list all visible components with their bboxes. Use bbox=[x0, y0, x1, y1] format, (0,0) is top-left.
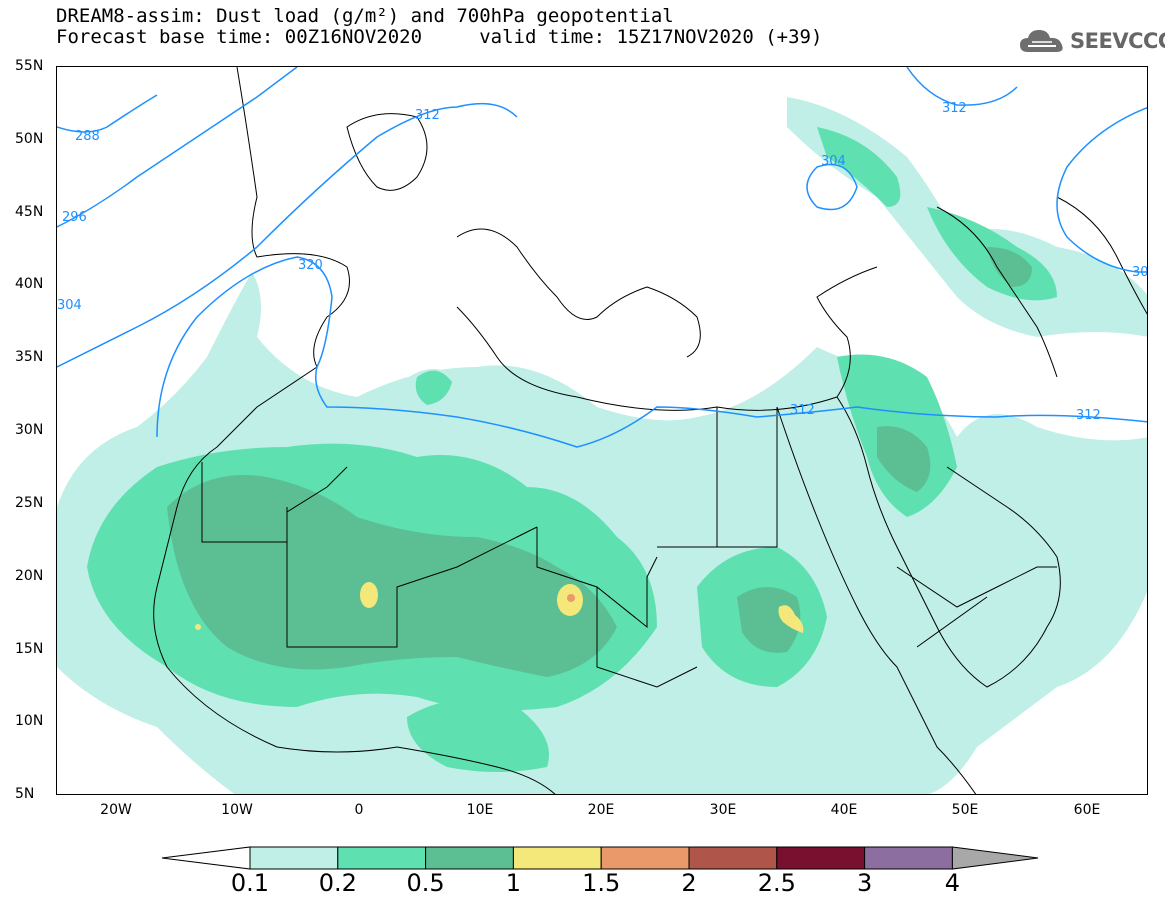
colorbar-box-1 bbox=[337, 846, 427, 870]
forecast-time-line: Forecast base time: 00Z16NOV2020 valid t… bbox=[56, 26, 823, 48]
lat-label-55n: 55N bbox=[15, 58, 44, 74]
contour-label-320: 320 bbox=[298, 258, 323, 273]
contour-labels: 288 296 304 320 312 312 304 312 312 30 bbox=[57, 101, 1148, 423]
colorbar-box-0 bbox=[249, 846, 339, 870]
colorbar-box-4 bbox=[600, 846, 690, 870]
contour-label-312-b: 312 bbox=[942, 101, 967, 116]
contour-label-288: 288 bbox=[75, 129, 100, 144]
colorbar bbox=[161, 846, 1039, 870]
seevccc-logo: SEEVCCC bbox=[1018, 24, 1165, 58]
geopotential-contours bbox=[57, 67, 1147, 448]
colorbar-label-0: 0.1 bbox=[230, 869, 270, 897]
colorbar-label-4: 1.5 bbox=[582, 869, 621, 897]
coastlines bbox=[153, 67, 1147, 794]
lon-label-0: 0 bbox=[354, 802, 364, 818]
lon-label-20e: 20E bbox=[587, 802, 615, 818]
colorbar-box-7 bbox=[864, 846, 953, 870]
lon-label-50e: 50E bbox=[951, 802, 979, 818]
colorbar-label-7: 3 bbox=[856, 869, 873, 897]
colorbar-label-6: 2.5 bbox=[757, 869, 796, 897]
colorbar-label-1: 0.2 bbox=[318, 869, 357, 897]
lat-label-10n: 10N bbox=[15, 713, 44, 729]
colorbar-box-3 bbox=[512, 846, 602, 870]
colorbar-boxes bbox=[161, 846, 1039, 870]
map-canvas: 288 296 304 320 312 312 304 312 312 30 bbox=[57, 67, 1148, 794]
lat-label-5n: 5N bbox=[15, 786, 35, 802]
cloud-icon bbox=[1020, 30, 1063, 52]
lon-label-10w: 10W bbox=[221, 802, 253, 818]
contour-label-312-a: 312 bbox=[415, 108, 440, 123]
colorbar-box-2 bbox=[425, 846, 514, 870]
lat-label-50n: 50N bbox=[15, 131, 44, 147]
colorbar-over-triangle bbox=[951, 846, 1039, 870]
lat-label-20n: 20N bbox=[15, 568, 44, 584]
lat-label-15n: 15N bbox=[15, 641, 44, 657]
colorbar-label-2: 0.5 bbox=[406, 869, 445, 897]
contour-label-30: 30 bbox=[1132, 265, 1148, 280]
lon-label-40e: 40E bbox=[830, 802, 858, 818]
lat-label-35n: 35N bbox=[15, 349, 44, 365]
lon-label-30e: 30E bbox=[709, 802, 737, 818]
logo-text: SEEVCCC bbox=[1070, 29, 1165, 53]
colorbar-label-3: 1 bbox=[505, 869, 522, 897]
contour-label-312-d: 312 bbox=[1076, 408, 1101, 423]
dust-level-1-5 bbox=[567, 594, 575, 602]
lon-label-60e: 60E bbox=[1073, 802, 1101, 818]
colorbar-label-5: 2 bbox=[681, 869, 697, 897]
contour-label-304-b: 304 bbox=[821, 154, 846, 169]
contour-label-296: 296 bbox=[62, 210, 87, 225]
colorbar-box-6 bbox=[776, 846, 866, 870]
dust-load-map: 288 296 304 320 312 312 304 312 312 30 bbox=[56, 66, 1148, 795]
colorbar-under-triangle bbox=[161, 846, 251, 870]
map-title: DREAM8-assim: Dust load (g/m²) and 700hP… bbox=[56, 5, 674, 27]
lat-label-30n: 30N bbox=[15, 422, 44, 438]
colorbar-label-8: 4 bbox=[944, 869, 961, 897]
contour-label-304: 304 bbox=[57, 298, 82, 313]
contour-label-312-c: 312 bbox=[790, 403, 815, 418]
lat-label-45n: 45N bbox=[15, 204, 44, 220]
lat-label-25n: 25N bbox=[15, 495, 44, 511]
lon-label-20w: 20W bbox=[100, 802, 132, 818]
dust-level-0-5 bbox=[167, 247, 1032, 677]
lon-label-10e: 10E bbox=[466, 802, 494, 818]
colorbar-box-5 bbox=[688, 846, 778, 870]
lat-label-40n: 40N bbox=[15, 276, 44, 292]
